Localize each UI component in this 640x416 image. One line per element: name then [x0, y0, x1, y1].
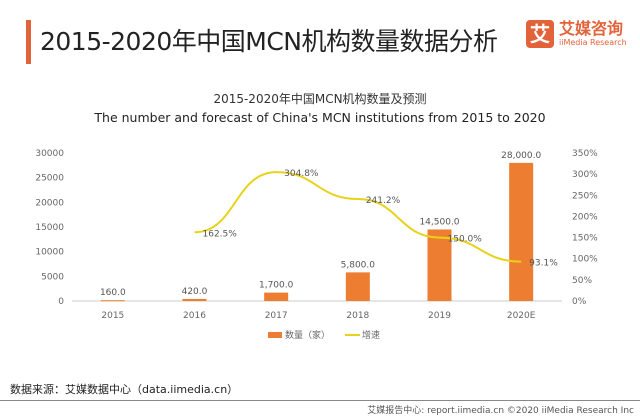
bar	[100, 300, 125, 302]
bar-data-label: 160.0	[100, 288, 126, 298]
footer: 艾媒报告中心: report.iimedia.cn ©2020 iiMedia …	[367, 406, 634, 416]
y-right-tick: 50%	[572, 276, 592, 286]
x-tick: 2018	[346, 311, 369, 321]
bar	[182, 298, 207, 301]
y-left-tick: 0	[58, 297, 64, 307]
bar-data-label: 14,500.0	[419, 217, 459, 227]
x-tick: 2019	[428, 311, 451, 321]
bar-data-label: 1,700.0	[259, 281, 294, 291]
line-data-label: 241.2%	[366, 196, 401, 206]
title-accent-bar	[26, 20, 31, 64]
line-data-label: 93.1%	[529, 259, 558, 269]
line-data-label: 304.8%	[284, 169, 319, 179]
y-right-tick: 300%	[572, 170, 598, 180]
chart-title: 2015-2020年中国MCN机构数量及预测	[213, 92, 427, 106]
page-title: 2015-2020年中国MCN机构数量数据分析	[40, 27, 498, 56]
y-right-tick: 100%	[572, 255, 598, 265]
x-tick: 2017	[265, 311, 288, 321]
legend-line-label: 增速	[362, 329, 380, 341]
x-tick: 2015	[101, 311, 124, 321]
bar-data-label: 420.0	[182, 287, 208, 297]
x-tick: 2020E	[507, 311, 536, 321]
logo-mark: 艾	[526, 20, 554, 48]
bar-data-label: 5,800.0	[341, 260, 376, 270]
y-right-tick: 350%	[572, 149, 598, 159]
logo-en: iiMedia Research	[559, 38, 627, 47]
y-left-tick: 30000	[35, 149, 64, 159]
x-tick: 2016	[183, 311, 206, 321]
logo-cn: 艾媒咨询	[559, 19, 624, 38]
y-left-tick: 10000	[35, 248, 64, 258]
y-left-tick: 5000	[41, 272, 64, 282]
line-data-label: 162.5%	[203, 229, 238, 239]
bar	[427, 229, 452, 301]
chart: 0 5000 10000 15000 20000 25000 30000 0% 50% 100% 1…	[35, 149, 598, 341]
y-right-tick: 0%	[572, 297, 587, 307]
bar-data-label: 28,000.0	[501, 151, 541, 161]
chart-subtitle: The number and forecast of China's MCN i…	[94, 110, 546, 125]
logo: 艾 艾媒咨询 iiMedia Research	[526, 20, 627, 48]
line-data-label: 150.0%	[448, 235, 483, 245]
data-source: 数据来源：艾媒数据中心（data.iimedia.cn）	[10, 383, 239, 396]
legend-bar-label: 数量（家）	[285, 329, 330, 341]
y-left-tick: 20000	[35, 198, 64, 208]
y-right-tick: 200%	[572, 212, 598, 222]
bar	[345, 272, 370, 301]
y-left-tick: 15000	[35, 223, 64, 233]
legend-bar-swatch	[268, 332, 282, 338]
y-left-tick: 25000	[35, 174, 64, 184]
y-right-tick: 150%	[572, 234, 598, 244]
y-right-tick: 250%	[572, 191, 598, 201]
growth-line	[194, 171, 522, 263]
bar	[264, 292, 289, 301]
bar	[509, 162, 534, 301]
divider	[0, 400, 640, 401]
